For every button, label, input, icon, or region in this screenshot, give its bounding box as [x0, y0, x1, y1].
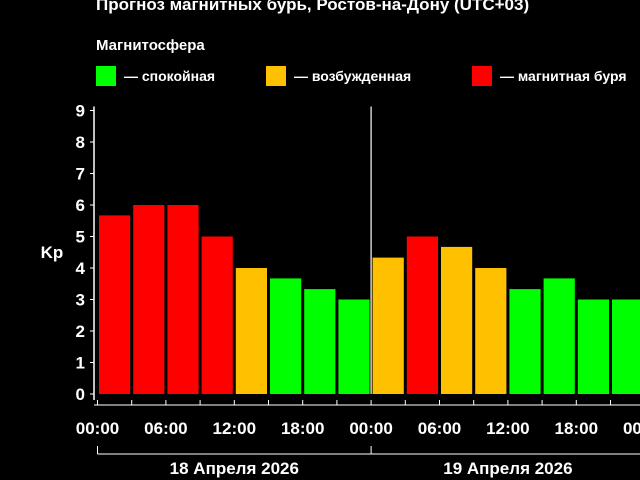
legend-label-excited: — возбужденная — [294, 68, 411, 84]
kp-bar — [372, 257, 404, 394]
legend-label-calm: — спокойная — [124, 68, 215, 84]
x-tick-label: 12:00 — [486, 419, 529, 438]
legend-title: Магнитосфера — [96, 37, 205, 54]
kp-bar — [441, 246, 473, 394]
day-labels: 18 Апреля 2026 19 Апреля 2026 — [97, 446, 640, 478]
kp-bar — [612, 299, 640, 394]
legend-swatch-storm — [472, 66, 492, 86]
x-tick-label: 00:00 — [349, 419, 392, 438]
kp-bar — [304, 289, 336, 394]
x-tick-label: 06:00 — [144, 419, 187, 438]
x-tick-label: 00:00 — [76, 419, 119, 438]
legend-swatch-excited — [266, 66, 286, 86]
y-tick-label: 2 — [76, 322, 85, 341]
y-tick-label: 9 — [76, 102, 85, 121]
legend-item-storm: — магнитная буря — [472, 66, 627, 86]
legend-item-excited: — возбужденная — [266, 66, 411, 86]
kp-bar — [99, 215, 131, 394]
y-tick-label: 1 — [76, 354, 85, 373]
legend-item-calm: — спокойная — [96, 66, 215, 86]
y-tick-label: 7 — [76, 165, 85, 184]
bars — [99, 106, 640, 394]
x-tick-label: 00:00 — [623, 419, 640, 438]
y-tick-label: 6 — [76, 196, 85, 215]
kp-bar — [167, 205, 199, 394]
y-tick-label: 3 — [76, 291, 85, 310]
y-tick-label: 4 — [76, 259, 86, 278]
legend-label-storm: — магнитная буря — [500, 68, 627, 84]
day-label: 18 Апреля 2026 — [170, 459, 299, 478]
y-axis-label: Kp — [41, 243, 64, 262]
kp-bar — [577, 299, 609, 394]
kp-bar — [235, 268, 267, 394]
chart-title: Прогноз магнитных бурь, Ростов-на-Дону (… — [96, 0, 529, 14]
x-axis: 00:00 06:00 12:00 18:00 00:00 06:00 12:00 18:00… — [76, 400, 640, 438]
kp-bar — [338, 299, 370, 394]
kp-bar — [475, 268, 507, 394]
y-tick-label: 0 — [76, 385, 85, 404]
legend: — спокойная — возбужденная — магнитная б… — [96, 66, 627, 86]
kp-bar — [133, 205, 165, 394]
kp-bar — [270, 278, 302, 394]
y-tick-label: 5 — [76, 228, 85, 247]
x-tick-label: 18:00 — [555, 419, 598, 438]
x-tick-label: 06:00 — [418, 419, 461, 438]
kp-bar — [406, 236, 438, 394]
y-axis: 0 1 2 3 4 5 6 7 8 9 — [76, 102, 95, 404]
day-label: 19 Апреля 2026 — [443, 459, 572, 478]
y-tick-label: 8 — [76, 133, 85, 152]
kp-bar — [509, 289, 541, 394]
kp-bar — [543, 278, 575, 394]
legend-swatch-calm — [96, 66, 116, 86]
kp-bar — [201, 236, 233, 394]
x-tick-label: 12:00 — [213, 419, 256, 438]
x-tick-label: 18:00 — [281, 419, 324, 438]
